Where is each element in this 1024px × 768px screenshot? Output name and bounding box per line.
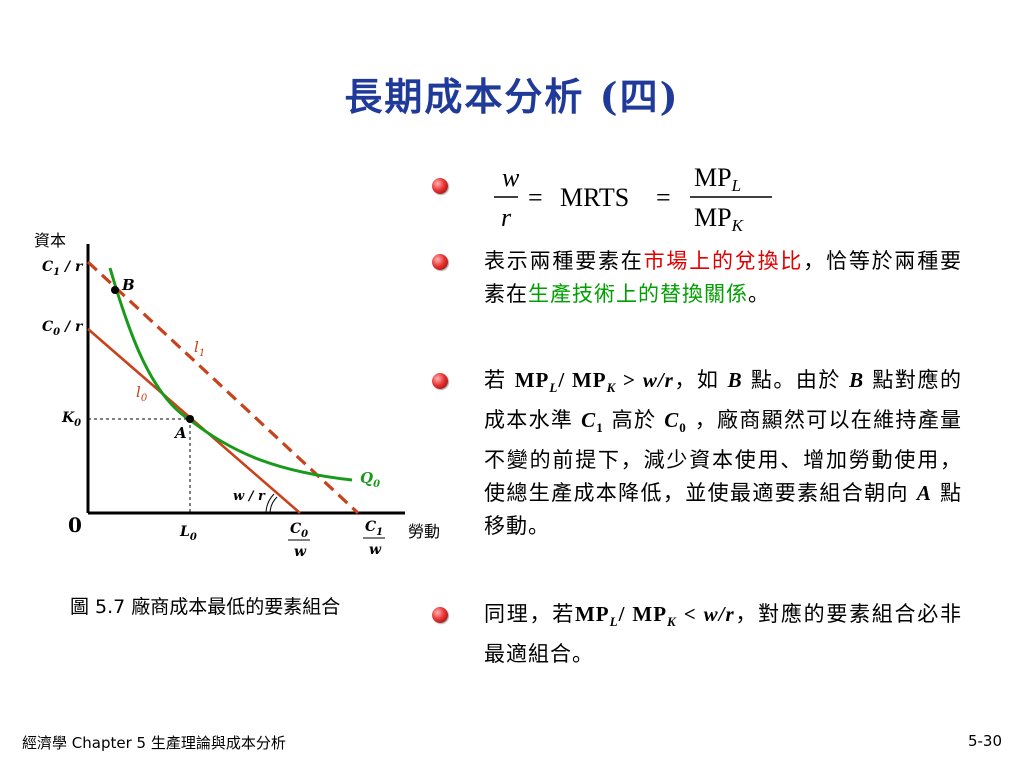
bullet-2-text: 表示兩種要素在市場上的兌換比，恰等於兩種要素在生產技術上的替換關係。	[484, 249, 963, 306]
formula-eq2: =	[656, 183, 671, 212]
c1-over-w-den: w	[369, 542, 382, 558]
y-axis-label: 資本	[34, 231, 66, 250]
c0-over-w-den: w	[294, 544, 307, 560]
bullet-4-text: 同理，若MPL/ MPK < w/r，對應的要素組合必非最適組合。	[484, 602, 963, 667]
formula-eq1: =	[528, 183, 543, 212]
c1-over-r-label: C1 / r	[42, 259, 84, 278]
k0-label: K0	[61, 410, 81, 429]
formula-w: w	[502, 163, 520, 192]
bullet-4-icon	[432, 607, 448, 623]
q0-label: Q0	[360, 469, 380, 490]
c0-over-w-num: C0	[290, 521, 308, 540]
bullet-3-icon	[432, 373, 448, 389]
isoquant-q0	[108, 267, 353, 482]
slide-title: 長期成本分析 (四)	[344, 74, 680, 119]
bullet-1-icon	[432, 178, 448, 194]
formula-mrts: MRTS	[560, 183, 629, 212]
c0-over-r-label: C0 / r	[42, 319, 84, 338]
formula-mpl: MPL	[694, 163, 741, 195]
slope-label: w / r	[233, 489, 266, 504]
bullet-2-icon	[432, 254, 448, 270]
l0-label: L0	[179, 524, 197, 543]
point-b-label: B	[121, 276, 135, 294]
point-a-label: A	[173, 424, 187, 442]
l1-label: l1	[194, 338, 205, 359]
c1-over-w-num: C1	[365, 519, 383, 538]
formula-mpk: MPK	[694, 203, 745, 235]
point-a-marker	[186, 415, 194, 423]
formula-r: r	[501, 203, 512, 232]
slope-angle-arc	[269, 496, 278, 514]
isocost-l1	[86, 260, 360, 515]
cost-minimization-figure: 資本 勞動 0 B A C1 / r C0 / r K0 L0 C0 w C1 …	[34, 231, 440, 560]
mrts-formula: w r = MRTS = MPL MPK	[494, 163, 772, 235]
footer-page-number: 5-30	[967, 732, 1002, 750]
origin-label: 0	[68, 513, 82, 537]
point-b-marker	[111, 286, 119, 294]
l0-line-label: l0	[136, 383, 148, 404]
isocost-l0	[87, 328, 301, 514]
bullet-3-text: 若 MPL/ MPK > w/r，如 B 點。由於 B 點對應的成本水準 C1 …	[484, 368, 962, 539]
slope-angle-arc-2	[265, 493, 275, 514]
figure-caption: 圖 5.7 廠商成本最低的要素組合	[70, 596, 341, 618]
footer-course: 經濟學 Chapter 5 生產理論與成本分析	[22, 734, 286, 752]
x-axis-label: 勞動	[408, 522, 440, 541]
